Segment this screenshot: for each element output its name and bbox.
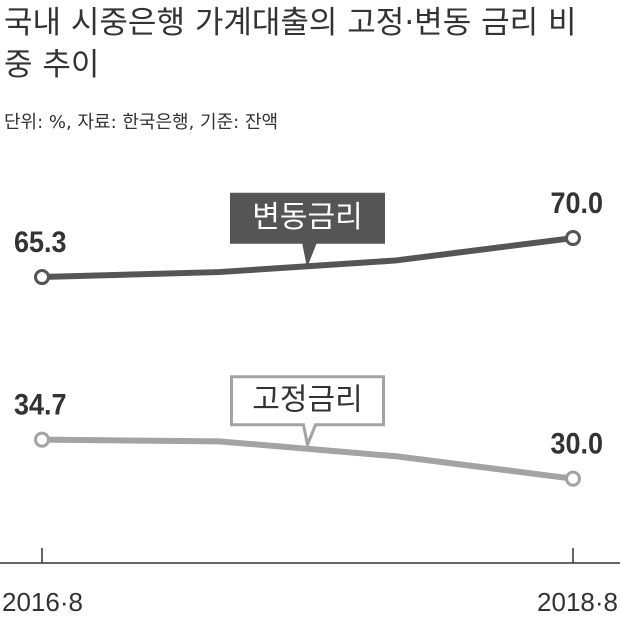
chart-title: 국내 시중은행 가계대출의 고정·변동 금리 비중 추이 xyxy=(4,5,577,83)
legend-callout xyxy=(230,192,385,268)
value-label: 65.3 xyxy=(14,226,67,260)
x-tick-label: 2016·8 xyxy=(2,587,83,617)
legend-label: 고정금리 xyxy=(252,384,362,417)
value-label: 34.7 xyxy=(14,388,67,422)
legend-label: 변동금리 xyxy=(252,201,362,234)
legend-callout xyxy=(230,375,385,451)
value-label: 70.0 xyxy=(550,187,603,221)
value-label: 30.0 xyxy=(550,427,603,461)
chart-subtitle: 단위: %, 자료: 한국은행, 기준: 잔액 xyxy=(4,112,279,133)
point xyxy=(34,269,50,286)
point xyxy=(34,431,50,448)
x-tick-label: 2018·8 xyxy=(537,587,618,617)
point xyxy=(565,470,581,487)
point xyxy=(565,230,581,247)
